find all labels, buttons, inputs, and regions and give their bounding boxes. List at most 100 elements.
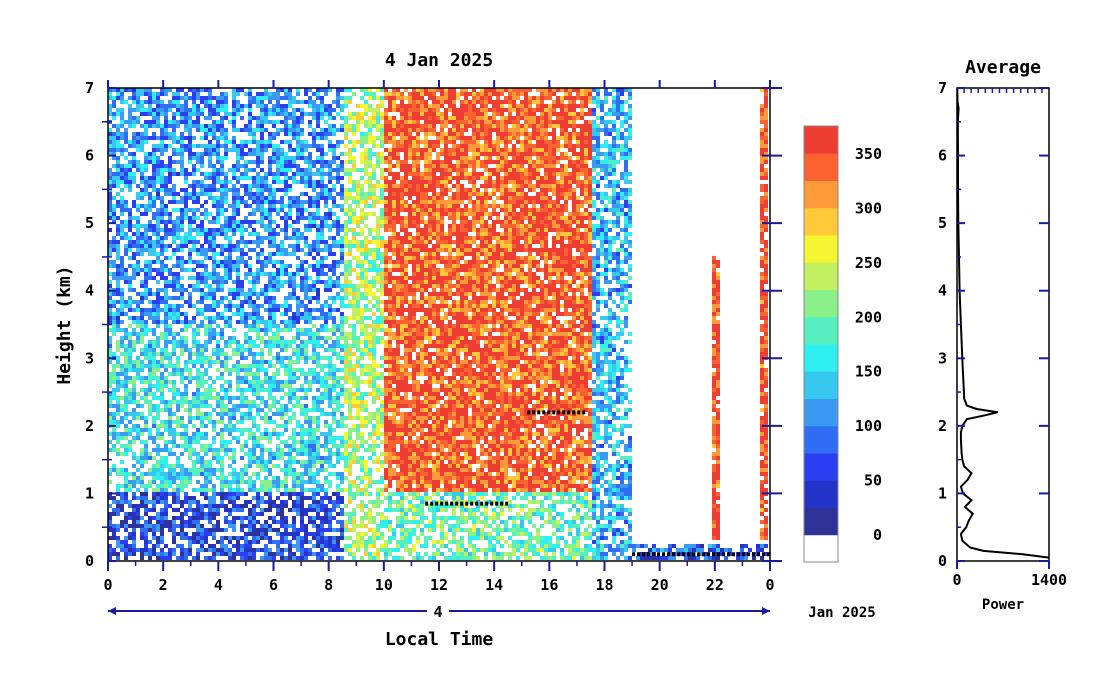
heatmap-cell (336, 284, 340, 288)
heatmap-cell (228, 344, 232, 348)
heatmap-cell (356, 216, 360, 220)
heatmap-cell (348, 260, 352, 264)
heatmap-cell (320, 280, 324, 284)
heatmap-cell (228, 552, 232, 556)
heatmap-cell (212, 104, 216, 108)
heatmap-cell (312, 516, 316, 520)
heatmap-cell (156, 300, 160, 304)
heatmap-cell (192, 96, 196, 100)
heatmap-cell (300, 556, 304, 560)
heatmap-cell (184, 92, 188, 96)
heatmap-cell (268, 500, 272, 504)
heatmap-cell (172, 432, 176, 436)
heatmap-cell (320, 264, 324, 268)
heatmap-cell (120, 364, 124, 368)
heatmap-cell (240, 176, 244, 180)
heatmap-cell (152, 248, 156, 252)
heatmap-cell (204, 472, 208, 476)
heatmap-cell (264, 468, 268, 472)
heatmap-cell (312, 508, 316, 512)
heatmap-cell (312, 472, 316, 476)
heatmap-cell (348, 528, 352, 532)
heatmap-cell (272, 428, 276, 432)
heatmap-cell (192, 200, 196, 204)
heatmap-cell (128, 116, 132, 120)
heatmap-cell (168, 104, 172, 108)
heatmap-cell (132, 140, 136, 144)
heatmap-cell (336, 240, 340, 244)
heatmap-cell (248, 324, 252, 328)
heatmap-cell (180, 112, 184, 116)
heatmap-cell (120, 232, 124, 236)
heatmap-cell (296, 452, 300, 456)
heatmap-cell (224, 220, 228, 224)
heatmap-cell (224, 152, 228, 156)
heatmap-cell (280, 416, 284, 420)
heatmap-cell (264, 476, 268, 480)
heatmap-cell (136, 96, 140, 100)
heatmap-cell (212, 180, 216, 184)
heatmap-cell (164, 340, 168, 344)
heatmap-cell (344, 524, 348, 528)
heatmap-cell (240, 240, 244, 244)
heatmap-cell (352, 344, 356, 348)
heatmap-cell (220, 372, 224, 376)
heatmap-cell (120, 352, 124, 356)
heatmap-cell (220, 440, 224, 444)
heatmap-cell (188, 520, 192, 524)
heatmap-cell (236, 420, 240, 424)
heatmap-cell (288, 176, 292, 180)
heatmap-cell (144, 472, 148, 476)
heatmap-cell (204, 424, 208, 428)
heatmap-cell (264, 308, 268, 312)
heatmap-cell (128, 248, 132, 252)
heatmap-cell (164, 364, 168, 368)
heatmap-cell (260, 224, 264, 228)
heatmap-cell (348, 160, 352, 164)
heatmap-cell (296, 336, 300, 340)
heatmap-cell (232, 352, 236, 356)
heatmap-cell (160, 364, 164, 368)
heatmap-cell (152, 516, 156, 520)
heatmap-cell (268, 200, 272, 204)
heatmap-cell (168, 136, 172, 140)
heatmap-cell (212, 332, 216, 336)
heatmap-cell (296, 128, 300, 132)
heatmap-cell (232, 296, 236, 300)
heatmap-cell (132, 440, 136, 444)
heatmap-cell (216, 228, 220, 232)
heatmap-cell (168, 352, 172, 356)
heatmap-cell (272, 132, 276, 136)
heatmap-cell (220, 92, 224, 96)
heatmap-cell (288, 368, 292, 372)
heatmap-cell (164, 376, 168, 380)
heatmap-cell (316, 120, 320, 124)
heatmap-cell (252, 96, 256, 100)
heatmap-cell (204, 256, 208, 260)
heatmap-cell (224, 128, 228, 132)
heatmap-cell (296, 420, 300, 424)
heatmap-cell (344, 212, 348, 216)
heatmap-cell (196, 116, 200, 120)
heatmap-cell (148, 484, 152, 488)
heatmap-cell (176, 532, 180, 536)
heatmap-cell (244, 372, 248, 376)
heatmap-cell (240, 504, 244, 508)
heatmap-cell (324, 188, 328, 192)
heatmap-cell (108, 552, 112, 556)
heatmap-cell (212, 492, 216, 496)
heatmap-cell (348, 480, 352, 484)
heatmap-cell (124, 204, 128, 208)
heatmap-cell (340, 324, 344, 328)
heatmap-cell (128, 120, 132, 124)
heatmap-cell (200, 468, 204, 472)
heatmap-cell (344, 448, 348, 452)
heatmap-cell (340, 440, 344, 444)
heatmap-cell (236, 488, 240, 492)
heatmap-cell (296, 472, 300, 476)
heatmap-cell (200, 128, 204, 132)
heatmap-cell (208, 496, 212, 500)
heatmap-cell (164, 188, 168, 192)
heatmap-cell (124, 276, 128, 280)
heatmap-cell (148, 224, 152, 228)
